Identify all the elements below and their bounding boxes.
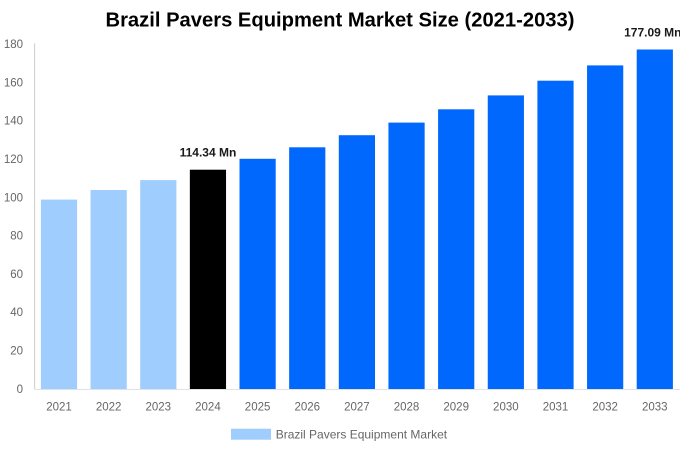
svg-text:100: 100 bbox=[4, 192, 23, 204]
svg-text:160: 160 bbox=[4, 77, 23, 89]
svg-text:2021: 2021 bbox=[46, 402, 72, 414]
svg-text:40: 40 bbox=[10, 307, 23, 319]
svg-text:177.09 Mn: 177.09 Mn bbox=[624, 26, 680, 40]
svg-text:120: 120 bbox=[4, 154, 23, 166]
svg-text:2029: 2029 bbox=[443, 402, 469, 414]
svg-text:114.34 Mn: 114.34 Mn bbox=[180, 145, 237, 159]
svg-text:180: 180 bbox=[4, 39, 23, 51]
svg-text:2025: 2025 bbox=[245, 402, 271, 414]
svg-text:0: 0 bbox=[17, 384, 23, 396]
svg-text:2024: 2024 bbox=[195, 402, 221, 414]
svg-text:2032: 2032 bbox=[592, 402, 618, 414]
svg-text:2026: 2026 bbox=[294, 402, 320, 414]
svg-text:Brazil Pavers Equipment Market: Brazil Pavers Equipment Market bbox=[276, 427, 448, 441]
svg-text:2030: 2030 bbox=[493, 402, 519, 414]
svg-text:20: 20 bbox=[10, 346, 23, 358]
svg-text:2028: 2028 bbox=[394, 402, 420, 414]
svg-text:2022: 2022 bbox=[96, 402, 122, 414]
svg-text:140: 140 bbox=[4, 116, 23, 128]
svg-text:Brazil Pavers Equipment Market: Brazil Pavers Equipment Market Size (202… bbox=[105, 10, 574, 32]
svg-text:2031: 2031 bbox=[543, 402, 569, 414]
svg-text:60: 60 bbox=[10, 269, 23, 281]
svg-text:2033: 2033 bbox=[642, 402, 668, 414]
svg-text:80: 80 bbox=[10, 231, 23, 243]
svg-text:2023: 2023 bbox=[146, 402, 172, 414]
svg-text:2027: 2027 bbox=[344, 402, 370, 414]
